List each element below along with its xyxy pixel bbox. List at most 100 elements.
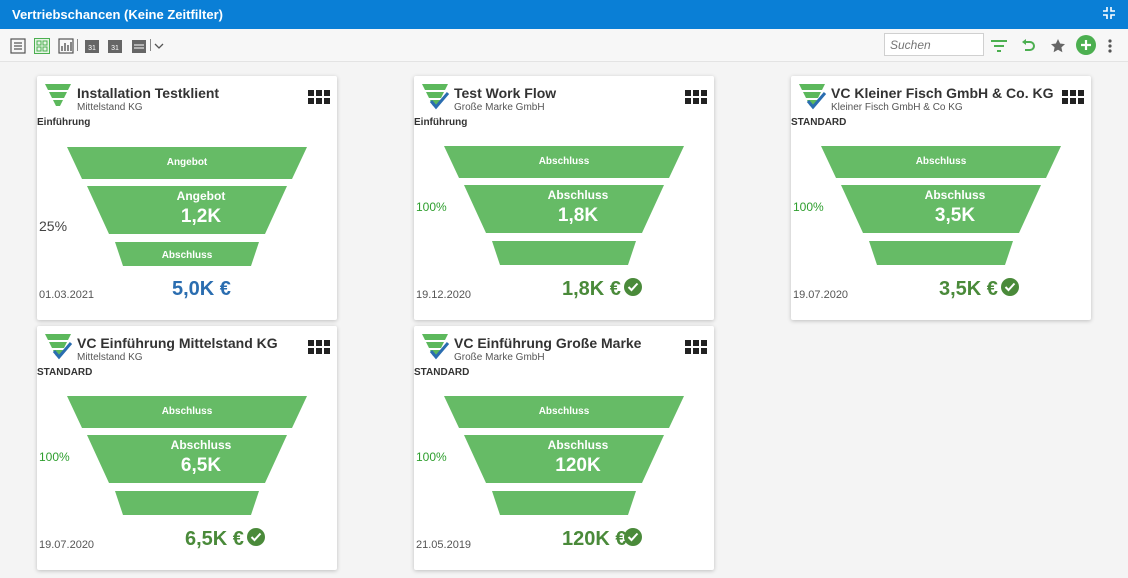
card-subtitle: Mittelstand KG [77, 352, 143, 363]
funnel-chart: Abschluss Abschluss 120K [444, 396, 684, 515]
stage-label: Einführung [37, 117, 91, 128]
funnel-segment-bottom [115, 242, 259, 266]
funnel-segment-bottom [115, 491, 259, 515]
opportunity-card[interactable]: VC Kleiner Fisch GmbH & Co. KG Kleiner Fi… [791, 76, 1091, 320]
filter-icon[interactable] [990, 38, 1008, 54]
opportunity-card[interactable]: VC Einführung Große Marke Große Marke Gmb… [414, 326, 714, 570]
funnel-middle-value: 120K [555, 455, 601, 476]
calendar-day-icon[interactable]: 31 [84, 38, 100, 54]
funnel-middle-label: Abschluss [548, 438, 609, 452]
chart-view-icon[interactable] [58, 38, 74, 54]
grid-menu-icon[interactable] [1062, 90, 1084, 106]
amount-value: 5,0K € [172, 278, 231, 300]
funnel-chart: Abschluss Abschluss 6,5K [67, 396, 307, 515]
funnel-chart: Angebot Angebot 1,2K Abschluss [67, 147, 307, 266]
opportunity-card[interactable]: Installation Testklient Mittelstand KG Ein… [37, 76, 337, 320]
funnel-segment-top [444, 396, 684, 428]
probability-label: 100% [416, 450, 447, 464]
funnel-icon [45, 84, 71, 106]
calendar-week-icon[interactable]: 31 [107, 38, 123, 54]
funnel-middle-value: 1,8K [558, 205, 598, 226]
undo-icon[interactable] [1020, 38, 1036, 54]
amount-value: 120K € [562, 528, 627, 550]
funnel-top-label: Abschluss [539, 406, 590, 417]
funnel-chart: Abschluss Abschluss 3,5K [821, 146, 1061, 265]
funnel-segment-bottom [869, 241, 1013, 265]
funnel-segment-middle [464, 185, 664, 233]
star-icon[interactable] [1050, 38, 1066, 54]
funnel-segment-bottom [492, 491, 636, 515]
add-icon[interactable] [1076, 35, 1096, 55]
funnel-middle-label: Abschluss [548, 188, 609, 202]
tile-view-icon[interactable] [34, 38, 50, 54]
won-check-icon [1001, 278, 1019, 296]
probability-label: 100% [416, 200, 447, 214]
funnel-middle-label: Angebot [177, 189, 226, 203]
toolbar: 31 31 [0, 29, 1128, 62]
svg-text:31: 31 [111, 45, 119, 52]
close-date: 19.07.2020 [39, 539, 95, 551]
funnel-check-icon [799, 84, 827, 110]
collapse-icon[interactable] [1102, 6, 1116, 20]
window-title: Vertriebschancen (Keine Zeitfilter) [12, 7, 223, 22]
card-title: Installation Testklient [77, 85, 220, 101]
search-input[interactable] [884, 33, 984, 56]
funnel-middle-value: 3,5K [935, 205, 975, 226]
close-date: 19.07.2020 [793, 289, 849, 301]
funnel-segment-middle [87, 186, 287, 234]
stage-label: STANDARD [37, 367, 93, 378]
close-date: 01.03.2021 [39, 289, 95, 301]
card-title: VC Einführung Mittelstand KG [77, 335, 278, 351]
grid-menu-icon[interactable] [308, 90, 330, 106]
amount-value: 3,5K € [939, 278, 998, 300]
funnel-segment-top [67, 396, 307, 428]
card-subtitle: Kleiner Fisch GmbH & Co KG [831, 102, 963, 113]
funnel-segment-top [67, 147, 307, 179]
funnel-top-label: Abschluss [539, 156, 590, 167]
card-subtitle: Große Marke GmbH [454, 102, 545, 113]
funnel-middle-value: 1,2K [181, 206, 221, 227]
funnel-check-icon [45, 334, 73, 360]
chevron-down-icon[interactable] [153, 38, 165, 54]
funnel-segment-middle [87, 435, 287, 483]
funnel-segment-middle [841, 185, 1041, 233]
funnel-middle-label: Abschluss [925, 188, 986, 202]
card-title: VC Einführung Große Marke [454, 335, 642, 351]
svg-text:31: 31 [88, 45, 96, 52]
card-subtitle: Große Marke GmbH [454, 352, 545, 363]
stage-label: Einführung [414, 117, 468, 128]
funnel-check-icon [422, 334, 450, 360]
calendar-month-icon[interactable] [131, 38, 147, 54]
opportunity-card[interactable]: VC Einführung Mittelstand KG Mittelstand … [37, 326, 337, 570]
stage-label: STANDARD [791, 117, 847, 128]
close-date: 19.12.2020 [416, 289, 472, 301]
amount-value: 6,5K € [185, 528, 244, 550]
probability-label: 100% [39, 450, 70, 464]
probability-label: 100% [793, 200, 824, 214]
opportunity-card[interactable]: Test Work Flow Große Marke GmbH Einführung… [414, 76, 714, 320]
funnel-segment-top [821, 146, 1061, 178]
more-icon[interactable] [1104, 38, 1116, 54]
funnel-chart: Abschluss Abschluss 1,8K [444, 146, 684, 265]
card-subtitle: Mittelstand KG [77, 102, 143, 113]
funnel-segment-middle [464, 435, 664, 483]
won-check-icon [624, 278, 642, 296]
grid-menu-icon[interactable] [685, 340, 707, 356]
stage-label: STANDARD [414, 367, 470, 378]
funnel-middle-label: Abschluss [171, 438, 232, 452]
funnel-segment-top [444, 146, 684, 178]
grid-menu-icon[interactable] [685, 90, 707, 106]
card-title: VC Kleiner Fisch GmbH & Co. KG [831, 85, 1054, 101]
grid-menu-icon[interactable] [308, 340, 330, 356]
won-check-icon [624, 528, 642, 546]
funnel-bottom-label: Abschluss [162, 250, 213, 261]
funnel-check-icon [422, 84, 450, 110]
funnel-top-label: Abschluss [162, 406, 213, 417]
funnel-segment-bottom [492, 241, 636, 265]
funnel-top-label: Angebot [167, 157, 208, 168]
list-view-icon[interactable] [10, 38, 26, 54]
card-title: Test Work Flow [454, 85, 557, 101]
probability-label: 25% [39, 218, 68, 234]
funnel-top-label: Abschluss [916, 156, 967, 167]
funnel-middle-value: 6,5K [181, 455, 221, 476]
